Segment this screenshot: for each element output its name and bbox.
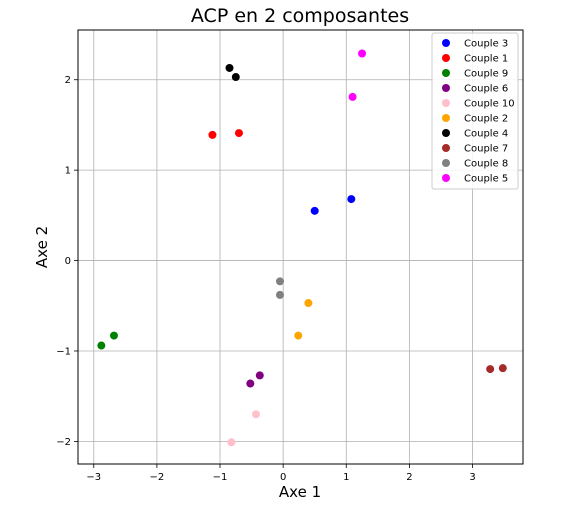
y-tick-label: 2 (65, 75, 71, 86)
legend-marker (442, 39, 450, 47)
point-series-4 (252, 410, 260, 419)
legend-label: Couple 2 (464, 114, 508, 125)
x-tick-label: −1 (213, 472, 228, 483)
legend-label: Couple 4 (464, 129, 508, 140)
point-series-8 (275, 290, 284, 299)
legend-marker (442, 174, 450, 182)
point-series-1 (208, 130, 217, 139)
point-series-7 (498, 364, 507, 373)
point-series-1 (234, 129, 243, 138)
point-series-0 (347, 195, 356, 204)
y-tick-label: −2 (56, 437, 71, 448)
point-series-6 (225, 63, 234, 72)
point-series-0 (310, 206, 319, 215)
legend-label: Couple 10 (464, 99, 515, 110)
y-tick-label: 0 (65, 256, 71, 267)
point-series-2 (97, 341, 106, 350)
x-tick-label: 1 (343, 472, 349, 483)
legend-marker (442, 99, 450, 107)
x-tick-label: −3 (86, 472, 101, 483)
chart-title: ACP en 2 composantes (191, 5, 409, 27)
y-tick-label: −1 (56, 346, 71, 357)
legend-marker (442, 144, 450, 152)
point-series-2 (109, 331, 118, 340)
x-tick-label: −2 (150, 472, 165, 483)
legend-label: Couple 5 (464, 174, 508, 185)
point-series-3 (255, 371, 264, 380)
grid (78, 30, 523, 464)
point-series-9 (358, 49, 367, 58)
legend-marker (442, 129, 450, 137)
legend-marker (442, 54, 450, 62)
x-tick-label: 0 (280, 472, 286, 483)
point-series-4 (227, 438, 236, 447)
y-axis-label: Axe 2 (33, 226, 51, 268)
legend-label: Couple 3 (464, 39, 508, 50)
legend-label: Couple 9 (464, 69, 508, 80)
legend-marker (442, 114, 450, 122)
y-tick-label: 1 (65, 166, 71, 177)
point-series-9 (348, 92, 357, 101)
plot-frame (77, 29, 524, 465)
legend-marker (442, 159, 450, 167)
x-tick-label: 2 (406, 472, 412, 483)
legend-label: Couple 8 (464, 159, 508, 170)
legend-label: Couple 6 (464, 84, 508, 95)
legend: Couple 3 Couple 1 Couple 9 Couple 6 Couple 1… (431, 32, 519, 190)
axis-ticks: −3 −2 −1 0 1 2 3 −2 −1 0 1 2 (56, 75, 475, 483)
legend-label: Couple 7 (464, 144, 508, 155)
point-series-5 (294, 331, 303, 340)
legend-marker (442, 69, 450, 77)
point-series-6 (231, 73, 240, 82)
data-points (97, 49, 507, 447)
point-series-8 (275, 277, 284, 286)
legend-frame (431, 32, 519, 190)
legend-marker (442, 84, 450, 92)
point-series-5 (304, 299, 313, 308)
point-series-3 (246, 379, 255, 388)
legend-label: Couple 1 (464, 54, 508, 65)
x-tick-label: 3 (469, 472, 475, 483)
point-series-7 (486, 365, 495, 374)
x-axis-label: Axe 1 (279, 483, 321, 501)
